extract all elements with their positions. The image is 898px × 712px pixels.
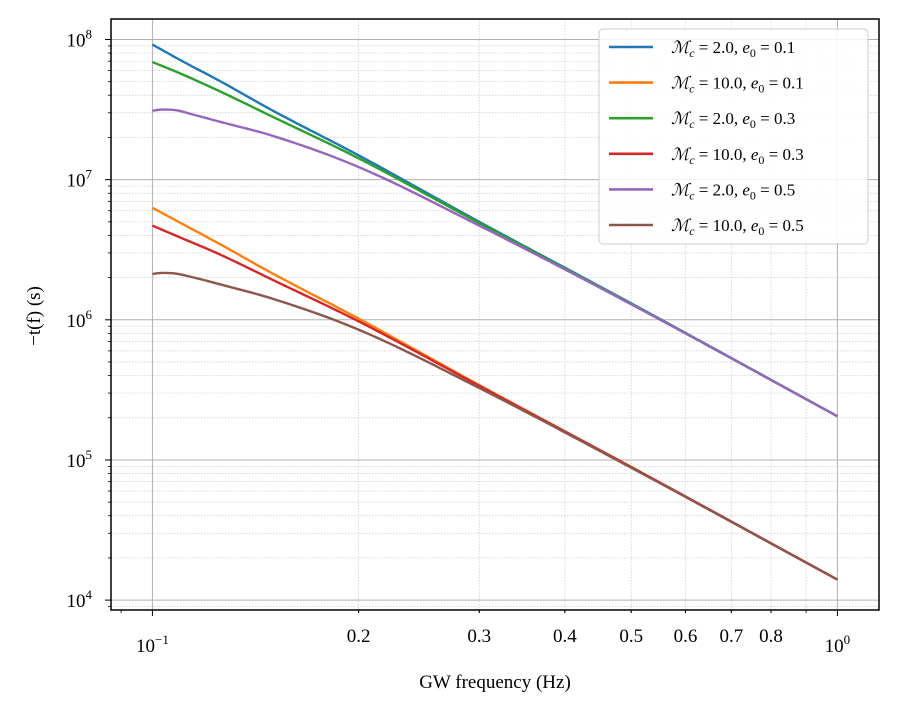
x-tick-label: 0.5 (619, 626, 643, 647)
series-line-5 (152, 108, 838, 418)
y-tick-label: 104 (67, 587, 93, 612)
legend: ℳc = 2.0, e0 = 0.1 ℳc = 10.0, e0 = 0.1 ℳc … (598, 28, 869, 245)
legend-label: ℳc = 2.0, e0 = 0.3 (671, 109, 795, 131)
y-tick-label: 105 (67, 447, 93, 472)
x-tick-label: 100 (825, 632, 851, 657)
x-tick-label: 0.3 (467, 626, 491, 647)
plot-frame (110, 18, 880, 611)
tick-labels-layer: 10−1 0.2 0.3 0.4 0.5 0.6 0.7 0.8 100 104 105 106 107… (67, 26, 851, 657)
x-tick-label: 0.7 (719, 626, 743, 647)
legend-label: ℳc = 10.0, e0 = 0.5 (671, 216, 804, 238)
x-tick-label: 0.8 (759, 626, 783, 647)
legend-label: ℳc = 10.0, e0 = 0.3 (671, 145, 804, 167)
y-tick-label: 107 (67, 167, 93, 192)
legend-label: ℳc = 10.0, e0 = 0.1 (671, 74, 804, 96)
y-axis-title: −t(f) (s) (24, 286, 45, 346)
x-tick-label: 0.2 (347, 626, 371, 647)
legend-label: ℳc = 2.0, e0 = 0.1 (671, 38, 795, 60)
series-line-4 (151, 224, 838, 581)
legend-box (598, 28, 869, 245)
x-tick-label: 0.4 (553, 626, 577, 647)
x-axis-title: GW frequency (Hz) (419, 672, 571, 693)
x-tick-label: 10−1 (136, 632, 169, 657)
x-tick-label: 0.6 (674, 626, 698, 647)
series-line-6 (152, 271, 838, 581)
y-tick-label: 108 (67, 26, 93, 51)
ticks-layer (105, 38, 838, 616)
y-tick-label: 106 (67, 307, 93, 332)
legend-label: ℳc = 2.0, e0 = 0.5 (671, 180, 795, 202)
series-layer (151, 43, 838, 581)
